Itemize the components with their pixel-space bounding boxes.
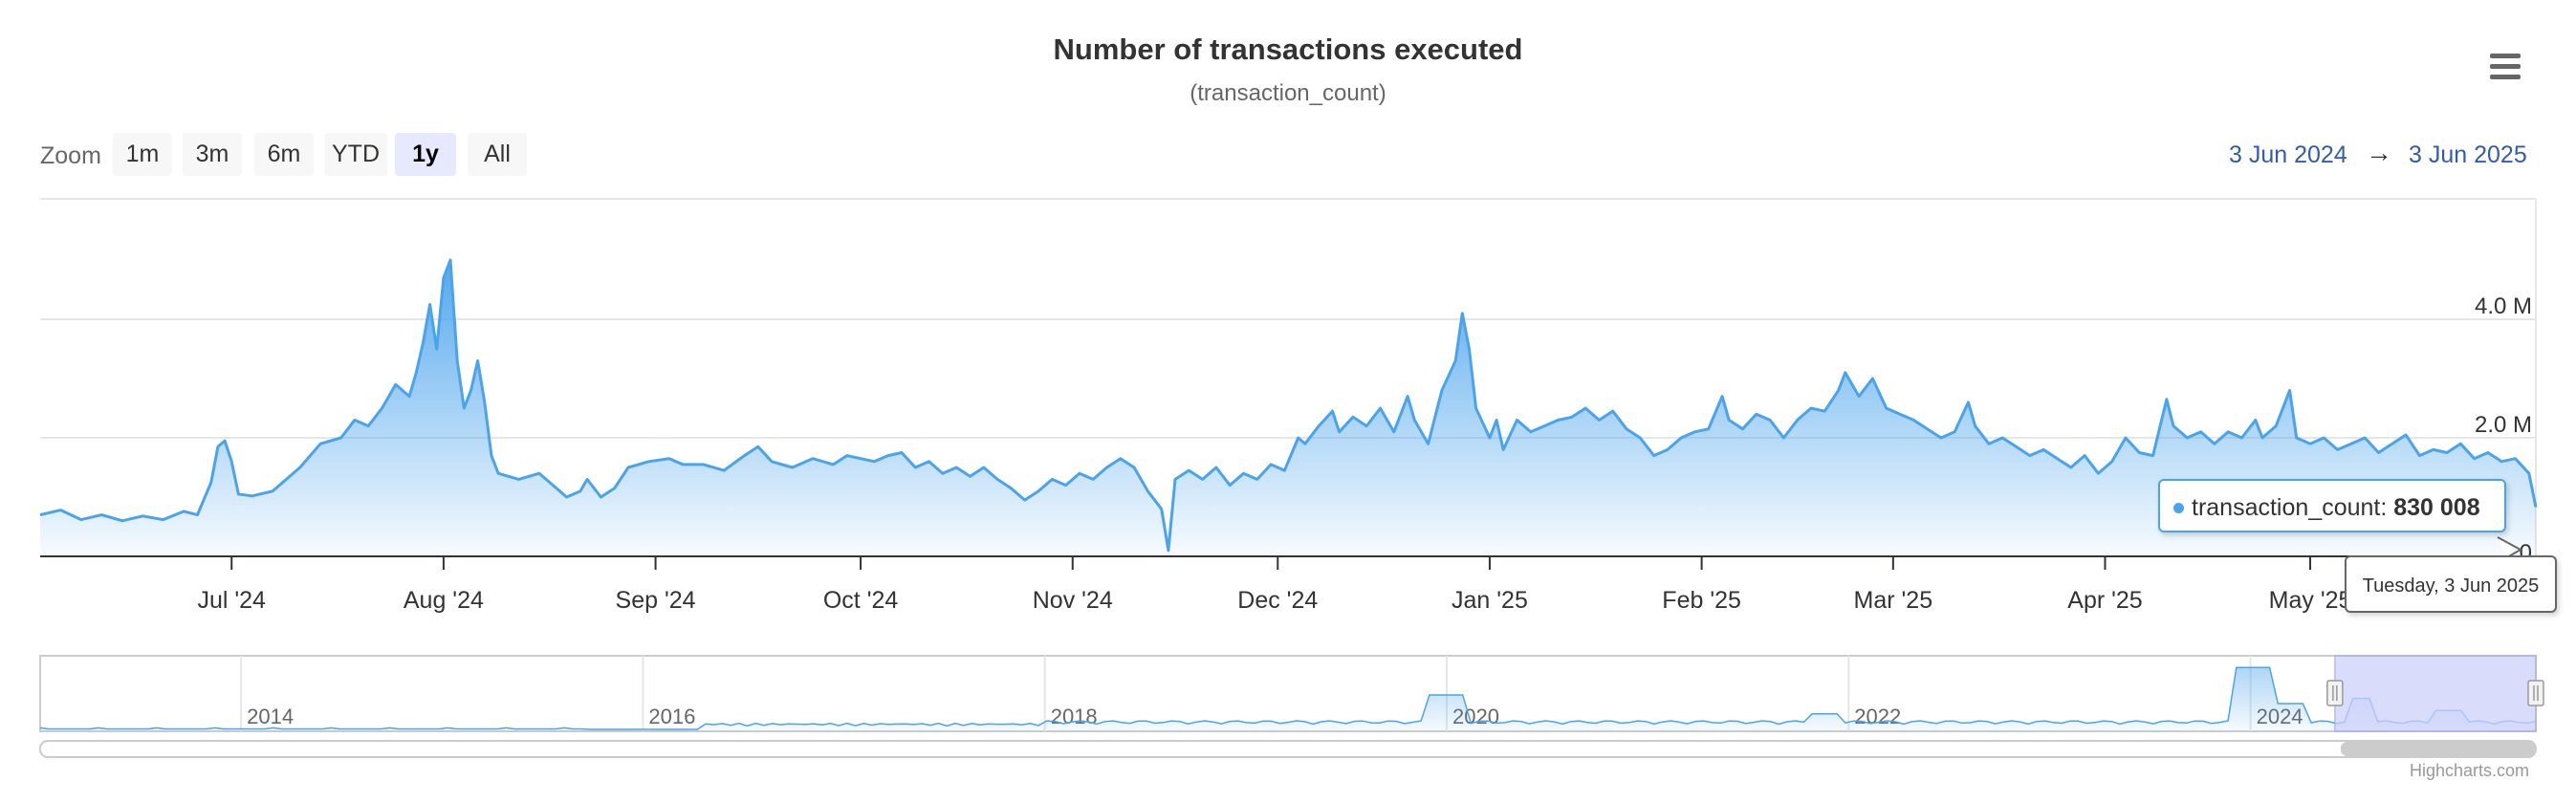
navigator-year-label: 2014 — [247, 705, 294, 728]
zoom-3m-button[interactable]: 3m — [183, 133, 242, 176]
x-tick-label: Jul '24 — [197, 587, 266, 614]
x-tick-label: Jan '25 — [1452, 587, 1528, 614]
x-tick-label: Aug '24 — [404, 587, 484, 614]
x-tick-label: Nov '24 — [1033, 587, 1113, 614]
range-from-input[interactable]: 3 Jun 2024 — [2229, 141, 2347, 168]
navigator-selection[interactable] — [2334, 655, 2537, 732]
context-menu-icon[interactable] — [2486, 48, 2524, 86]
navigator-left-handle[interactable] — [2326, 680, 2344, 706]
chart-title: Number of transactions executed — [1053, 33, 1523, 66]
navigator-right-handle[interactable] — [2527, 680, 2544, 706]
series-area — [40, 260, 2536, 556]
range-to-input[interactable]: 3 Jun 2025 — [2409, 141, 2527, 168]
y-tick-label: 2.0 M — [2475, 412, 2532, 438]
xtip-pointer — [2497, 536, 2523, 558]
navigator-line — [39, 666, 2537, 730]
navigator-area — [40, 667, 2536, 731]
zoom-1m-button[interactable]: 1m — [113, 133, 172, 176]
x-tick-label: Dec '24 — [1237, 587, 1318, 614]
tooltip-value: 830 008 — [2393, 494, 2480, 521]
navigator-year-label: 2016 — [648, 705, 695, 728]
navigator-frame — [39, 655, 2537, 732]
scrollbar-thumb[interactable] — [2340, 742, 2536, 756]
x-tick-label: Sep '24 — [616, 587, 696, 614]
x-axis-crosshair-label: Tuesday, 3 Jun 2025 — [2345, 555, 2557, 613]
zoom-ytd-button[interactable]: YTD — [324, 133, 387, 176]
x-tick-label: Feb '25 — [1662, 587, 1741, 614]
x-tick-label: Mar '25 — [1854, 587, 1933, 614]
x-tick-label: May '25 — [2269, 587, 2352, 614]
zoom-label: Zoom — [40, 142, 101, 169]
zoom-all-button[interactable]: All — [468, 133, 527, 176]
tooltip-series-dot — [2173, 503, 2184, 513]
credits-link[interactable]: Highcharts.com — [2410, 761, 2530, 780]
zoom-6m-button[interactable]: 6m — [254, 133, 314, 176]
chart-subtitle: (transaction_count) — [1190, 80, 1386, 106]
series-line — [39, 258, 2538, 553]
x-tick-label: Oct '24 — [823, 587, 899, 614]
x-tick-label: Apr '25 — [2067, 587, 2142, 614]
tooltip: transaction_count: 830 008 — [2158, 479, 2506, 532]
range-arrow: → — [2366, 138, 2392, 167]
y-tick-label: 4.0 M — [2475, 293, 2532, 319]
scrollbar-track[interactable] — [39, 740, 2537, 758]
zoom-1y-button[interactable]: 1y — [395, 133, 456, 176]
tooltip-series-label: transaction_count: — [2192, 494, 2388, 521]
